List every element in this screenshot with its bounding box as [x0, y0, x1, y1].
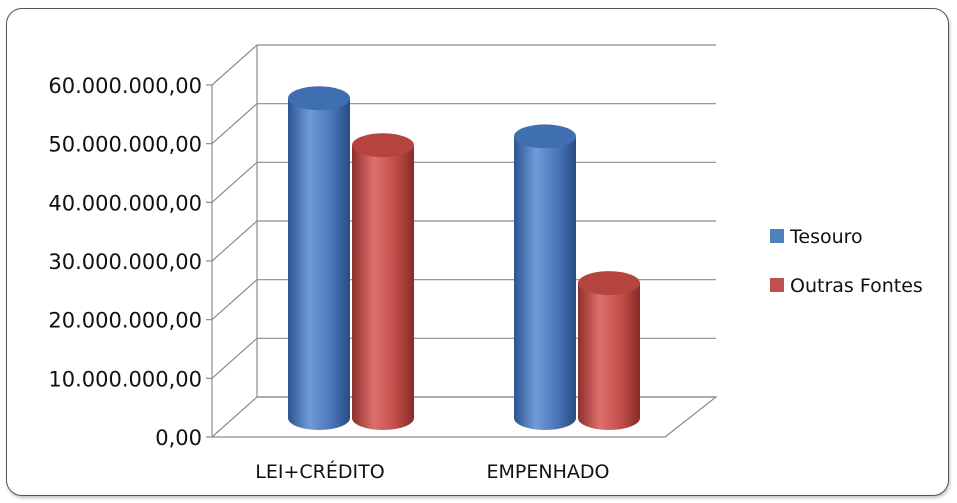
y-tick-label: 10.000.000,00 — [48, 367, 202, 391]
bar-top — [288, 86, 350, 111]
x-tick-label: EMPENHADO — [487, 461, 610, 483]
bar-tesouro-0 — [288, 86, 350, 431]
bar-body — [514, 136, 576, 430]
gridline-side — [211, 161, 258, 203]
chart-frame — [6, 8, 949, 496]
bar-body — [288, 98, 350, 431]
bars — [288, 86, 640, 431]
y-tick-label: 60.000.000,00 — [48, 74, 202, 98]
x-tick-label: LEI+CRÉDITO — [255, 460, 384, 483]
gridline-side — [211, 220, 258, 262]
y-tick-label: 20.000.000,00 — [48, 309, 202, 333]
gridline-side — [211, 396, 258, 438]
legend-item-0: Tesouro — [770, 226, 863, 248]
bar-top — [578, 271, 640, 296]
gridline-side — [211, 337, 258, 379]
y-tick-label: 50.000.000,00 — [48, 133, 202, 157]
gridline-side — [211, 103, 258, 145]
legend-label: Outras Fontes — [790, 275, 923, 297]
bar-tesouro-1 — [514, 124, 576, 430]
legend-swatch — [770, 229, 784, 243]
legend-label: Tesouro — [789, 226, 863, 248]
gridline-side — [211, 44, 258, 86]
y-tick-label: 30.000.000,00 — [48, 250, 202, 274]
legend: Tesouro Outras Fontes — [770, 226, 923, 297]
legend-item-1: Outras Fontes — [770, 275, 923, 297]
y-tick-label: 0,00 — [155, 426, 202, 450]
y-tick-label: 40.000.000,00 — [48, 191, 202, 215]
legend-swatch — [770, 278, 784, 292]
bar-body — [352, 145, 414, 430]
floor-outline — [212, 396, 718, 438]
bar-outras-fontes-1 — [578, 271, 640, 430]
bar-top — [352, 133, 414, 158]
gridline-side — [211, 279, 258, 321]
y-axis-ticks: 0,00 10.000.000,00 20.000.000,00 30.000.000… — [48, 74, 202, 450]
x-axis-labels: LEI+CRÉDITO EMPENHADO — [255, 460, 609, 483]
bar-top — [514, 124, 576, 149]
bar-body — [578, 283, 640, 430]
bar-outras-fontes-0 — [352, 133, 414, 430]
